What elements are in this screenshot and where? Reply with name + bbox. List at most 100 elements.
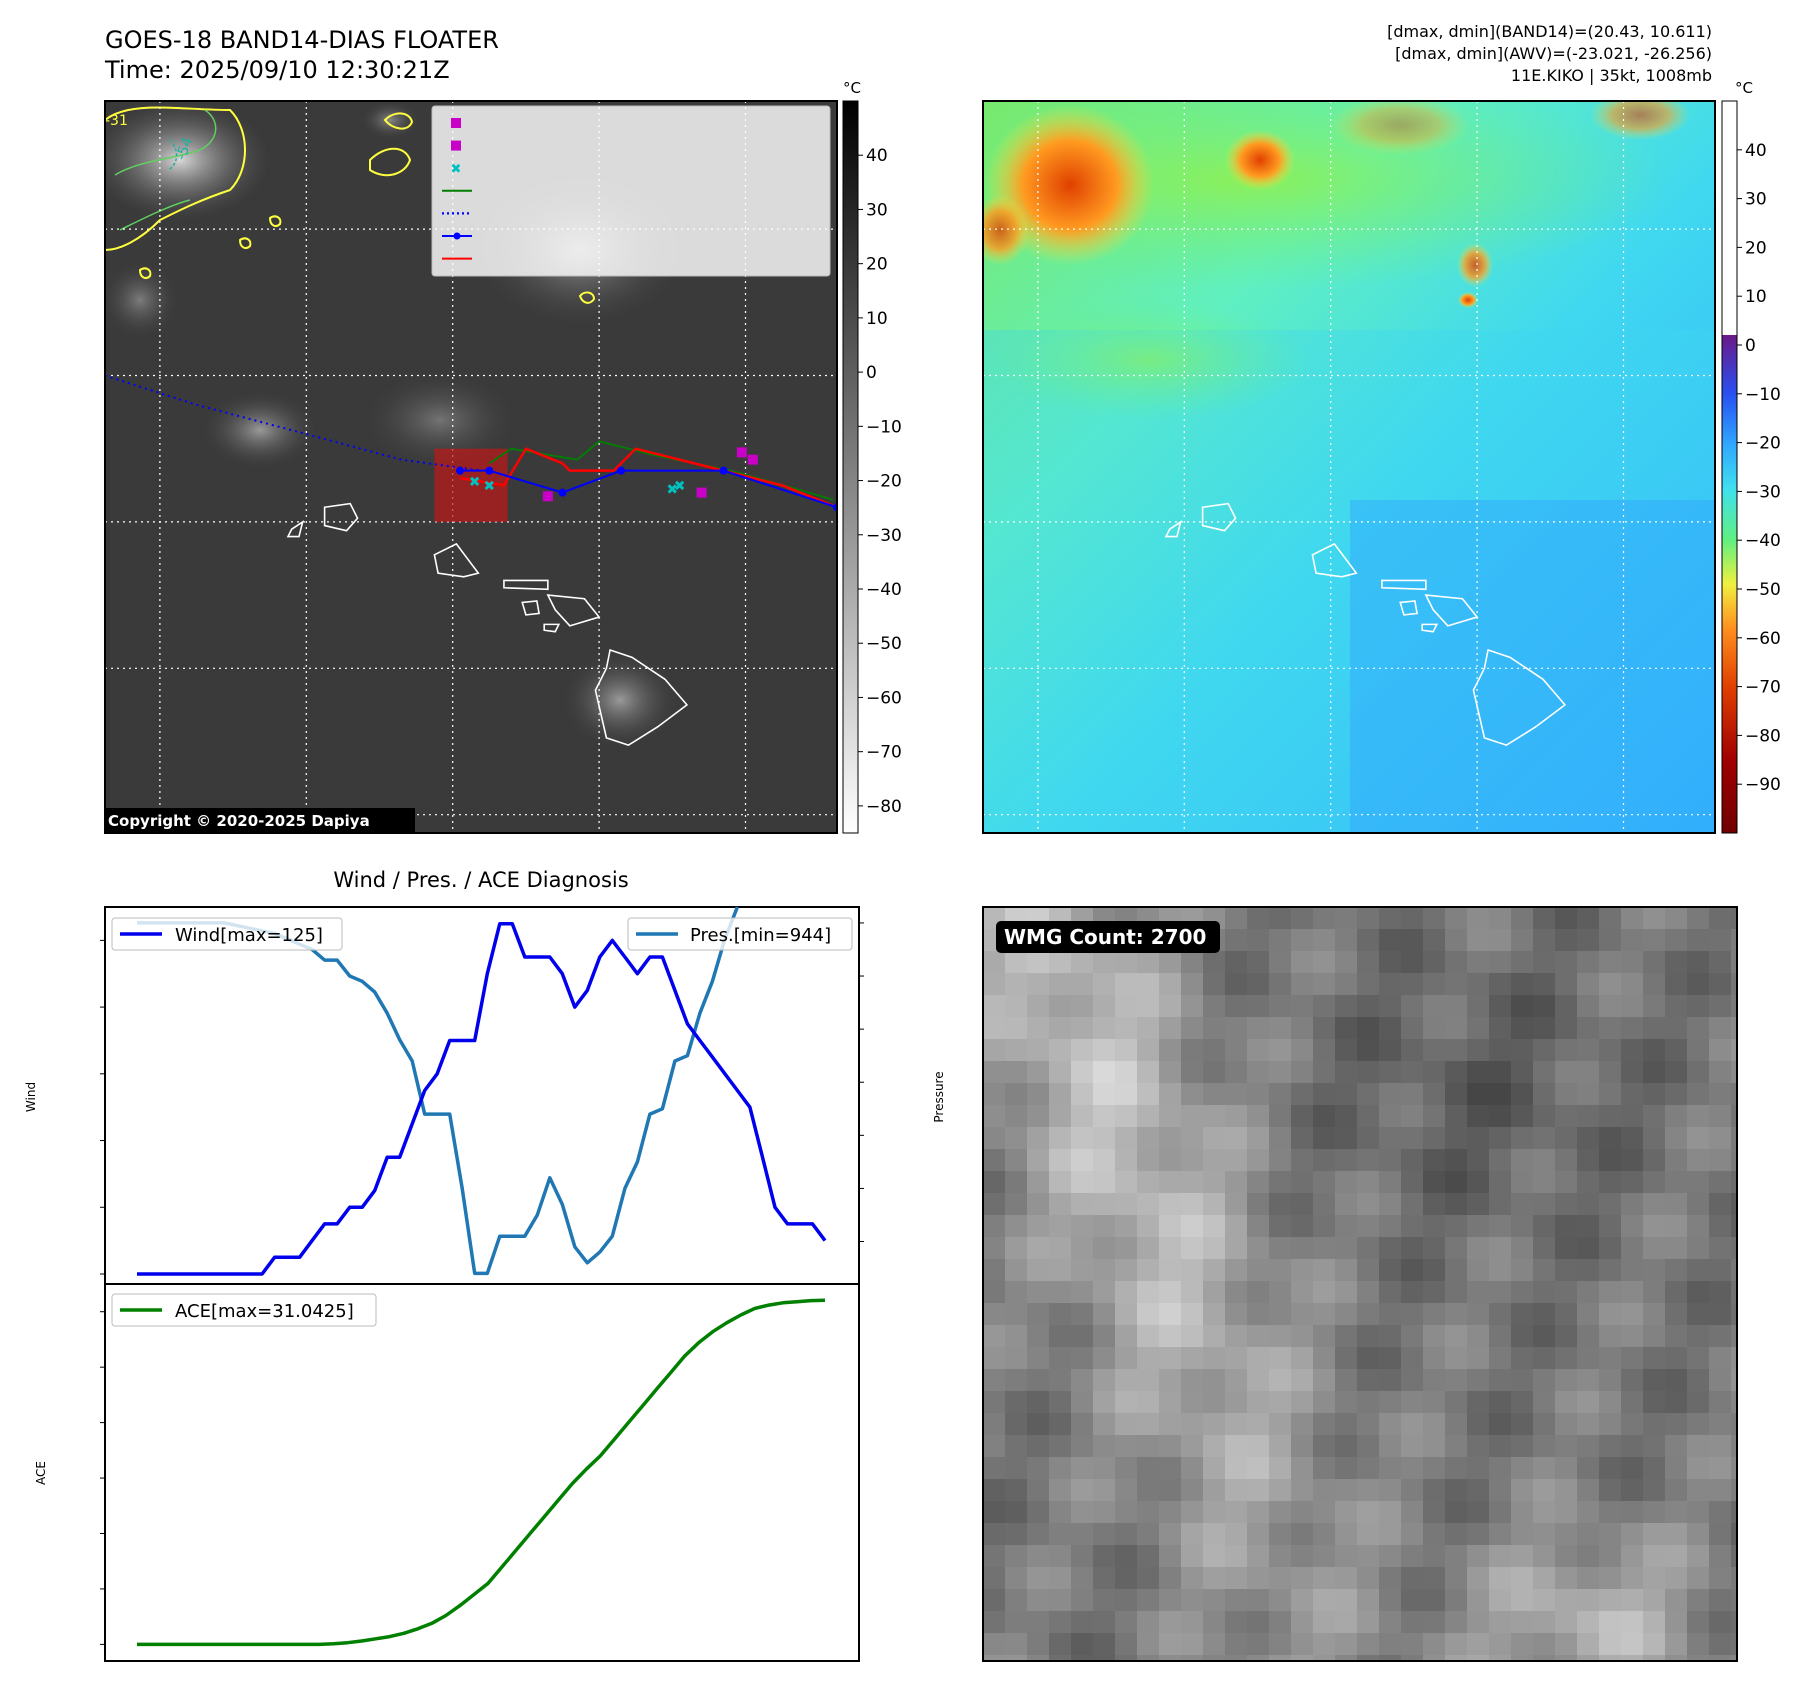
wmg-pixel — [1335, 1193, 1357, 1215]
wmg-pixel — [1423, 1435, 1445, 1457]
wmg-pixel — [1687, 1655, 1709, 1661]
wmg-pixel — [1687, 907, 1709, 929]
satcon-marker: ✖ — [674, 478, 686, 494]
wmg-pixel — [1159, 1479, 1181, 1501]
wmg-pixel — [1071, 1215, 1093, 1237]
wmg-pixel — [1445, 1281, 1467, 1303]
ace-legend-box — [111, 1293, 377, 1327]
wmg-pixel — [1159, 1171, 1181, 1193]
wmg-pixel — [1313, 1017, 1335, 1039]
colorbar-tick-label: −30 — [866, 526, 902, 546]
wmg-pixel — [1115, 951, 1137, 973]
wmg-pixel — [1027, 1413, 1049, 1435]
wmg-pixel — [1621, 951, 1643, 973]
colorbar-tick-label: −60 — [1745, 629, 1781, 649]
wmg-pixel — [1335, 1655, 1357, 1661]
awv-map-frame — [982, 100, 1716, 834]
wmg-pixel — [1137, 1545, 1159, 1567]
wmg-pixel — [1247, 1611, 1269, 1633]
wmg-count-label: WMG Count: 2700 — [1004, 925, 1206, 949]
wmg-pixel — [1335, 1083, 1357, 1105]
wmg-pixel — [1555, 1523, 1577, 1545]
wmg-pixel — [1533, 1369, 1555, 1391]
wmg-pixel — [1467, 1171, 1489, 1193]
awv-dry-area — [1457, 243, 1493, 287]
wmg-pixel — [1093, 995, 1115, 1017]
wmg-pixel — [1401, 1017, 1423, 1039]
wmg-pixel — [1115, 1655, 1137, 1661]
wmg-pixel — [1049, 1083, 1071, 1105]
wmg-pixel — [1555, 1193, 1577, 1215]
wmg-pixel — [1313, 1655, 1335, 1661]
wmg-pixel — [1335, 1633, 1357, 1655]
awv-dry-area — [983, 195, 1030, 265]
wmg-pixel — [1643, 1237, 1665, 1259]
wmg-pixel — [1401, 1105, 1423, 1127]
wmg-pixel — [1203, 1479, 1225, 1501]
wmg-pixel — [1291, 973, 1313, 995]
wmg-pixel — [1511, 1105, 1533, 1127]
ir-map-frame — [104, 100, 838, 834]
wmg-pixel — [1225, 1479, 1247, 1501]
wmg-pixel — [1731, 1457, 1737, 1479]
wmg-pixel — [1291, 1545, 1313, 1567]
wmg-pixel — [1577, 1567, 1599, 1589]
wmg-pixel — [1071, 1149, 1093, 1171]
wmg-pixel — [1511, 1325, 1533, 1347]
wmg-pixel — [1599, 995, 1621, 1017]
wmg-pixel — [1247, 1083, 1269, 1105]
wmg-pixel — [1159, 1281, 1181, 1303]
wmg-pixel — [1489, 1501, 1511, 1523]
wmg-pixel — [1533, 1017, 1555, 1039]
wmg-pixel — [1225, 1391, 1247, 1413]
wmg-pixel — [1313, 1303, 1335, 1325]
wmg-pixel — [1247, 1259, 1269, 1281]
wmg-pixel — [1049, 1501, 1071, 1523]
wmg-pixel — [983, 1567, 1005, 1589]
wmg-pixel — [1159, 1127, 1181, 1149]
wmg-pixel — [1445, 1369, 1467, 1391]
wmg-pixel — [1159, 1149, 1181, 1171]
wmg-pixel — [1533, 973, 1555, 995]
hawaii-big-island — [1472, 648, 1567, 747]
wmg-pixel — [1445, 1501, 1467, 1523]
wind-ylabel: Wind — [24, 1082, 38, 1112]
wmg-pixel — [1533, 1039, 1555, 1061]
wmg-pixel — [1555, 1545, 1577, 1567]
wmg-pixel — [1071, 1171, 1093, 1193]
wmg-pixel — [1357, 1303, 1379, 1325]
wmg-pixel — [1687, 973, 1709, 995]
wmg-pixel — [1599, 1215, 1621, 1237]
diagnosis-title: Wind / Pres. / ACE Diagnosis — [333, 868, 628, 892]
wmg-pixel — [1093, 1127, 1115, 1149]
wmg-pixel — [1687, 1281, 1709, 1303]
wmg-pixel — [1643, 1193, 1665, 1215]
wmg-pixel — [1555, 1105, 1577, 1127]
wmg-pixel — [1423, 1039, 1445, 1061]
figure-time: Time: 2025/09/10 12:30:21Z — [105, 56, 450, 84]
wmg-pixel — [1467, 1435, 1489, 1457]
wmg-pixel — [1599, 1369, 1621, 1391]
wmg-pixel — [1555, 1479, 1577, 1501]
wmg-pixel — [1313, 1457, 1335, 1479]
wmg-pixel — [1599, 1567, 1621, 1589]
wmg-pixel — [1291, 1193, 1313, 1215]
wmg-pixel — [1489, 995, 1511, 1017]
wmg-pixel — [1181, 1413, 1203, 1435]
wmg-pixel — [1071, 1281, 1093, 1303]
wmg-pixel — [1379, 1039, 1401, 1061]
wmg-pixel — [1137, 1457, 1159, 1479]
wmg-pixel — [1445, 1039, 1467, 1061]
dmax-awv-text: [dmax, dmin](AWV)=(-23.021, -26.256) — [1395, 44, 1712, 63]
wmg-pixel — [1159, 1237, 1181, 1259]
wmg-pixel — [1709, 1435, 1731, 1457]
awv-dry-area — [1590, 101, 1690, 140]
wmg-pixel — [1225, 929, 1247, 951]
wmg-pixel — [1115, 1589, 1137, 1611]
wmg-pixel — [1665, 1105, 1687, 1127]
wmg-pixel — [1357, 1589, 1379, 1611]
wmg-pixel — [1291, 1215, 1313, 1237]
fix-square-marker — [736, 447, 747, 458]
wmg-pixel — [1555, 1215, 1577, 1237]
wmg-pixel — [1401, 1237, 1423, 1259]
